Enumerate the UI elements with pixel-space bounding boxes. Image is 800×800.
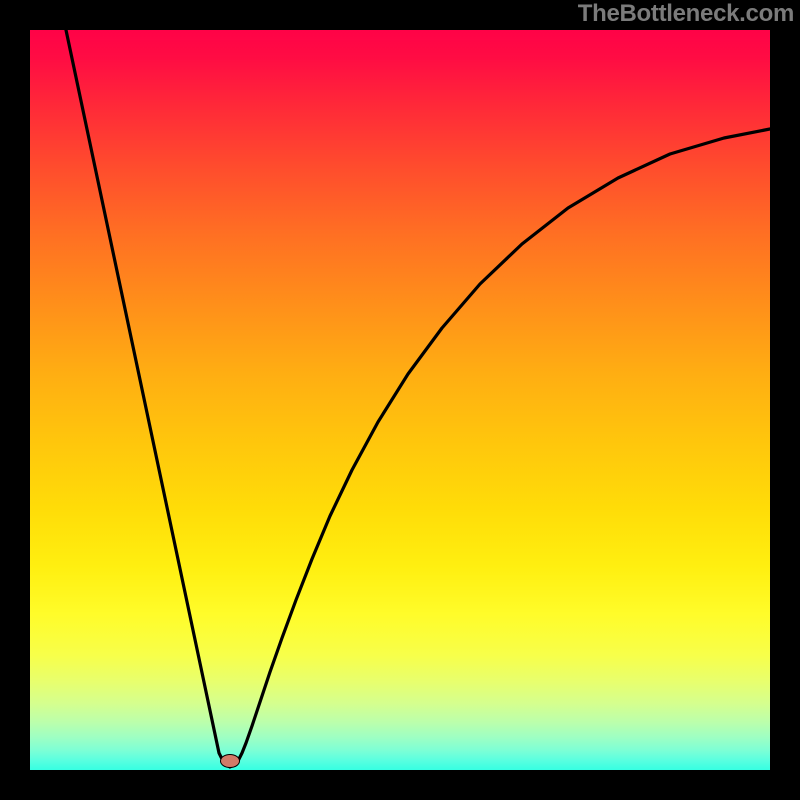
watermark-text: TheBottleneck.com <box>578 0 794 28</box>
plot-svg <box>30 30 770 770</box>
optimal-point-marker <box>220 754 240 768</box>
heatmap-background <box>30 30 770 770</box>
plot-frame <box>0 0 800 800</box>
plot-area <box>30 30 770 770</box>
chart-container: TheBottleneck.com <box>0 0 800 800</box>
